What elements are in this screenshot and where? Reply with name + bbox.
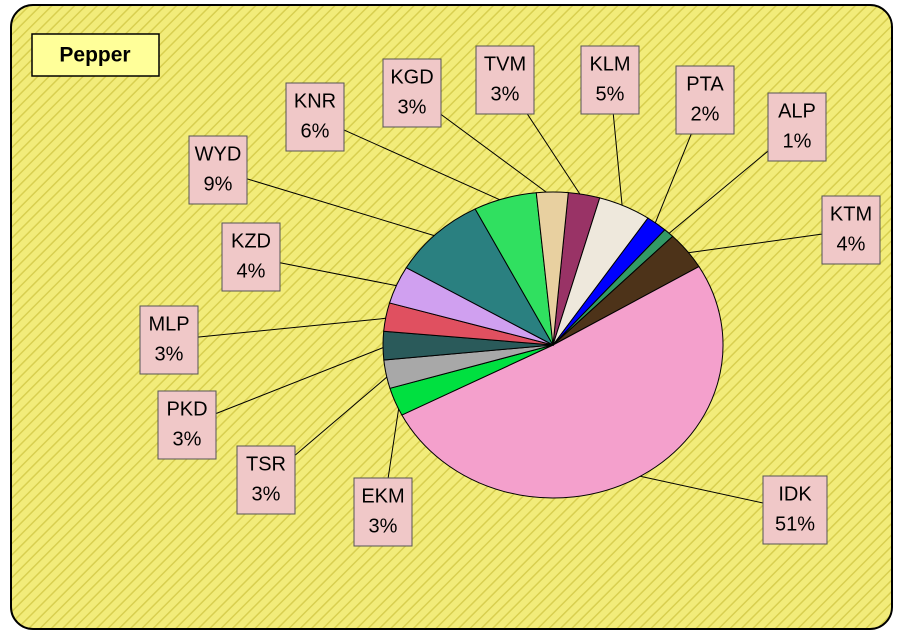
slice-label: WYD — [195, 143, 242, 165]
slice-value-label: 4% — [837, 233, 866, 255]
label-box — [221, 222, 281, 292]
label-box — [157, 390, 217, 460]
slice-value-label: 1% — [783, 130, 812, 152]
slice-value-label: 6% — [301, 120, 330, 142]
leader-line — [168, 317, 391, 341]
label-box — [821, 195, 881, 265]
label-box — [675, 65, 735, 135]
slice-label: PKD — [166, 398, 207, 420]
slice-value-label: 3% — [252, 483, 281, 505]
slice-label: EKM — [361, 485, 404, 507]
label-box — [767, 92, 827, 162]
label-box — [285, 82, 345, 152]
label-box — [236, 445, 296, 515]
slice-value-label: 3% — [491, 83, 520, 105]
slice-value-label: 2% — [691, 103, 720, 125]
leader-line — [314, 116, 507, 204]
pie-slice — [401, 265, 724, 499]
slice-value-label: 3% — [173, 428, 202, 450]
label-box — [762, 475, 828, 545]
slice-value-label: 5% — [596, 83, 625, 105]
title-box — [31, 33, 160, 77]
leader-line — [217, 169, 440, 238]
slice-label: KTM — [830, 203, 872, 225]
slice-label: PTA — [686, 73, 724, 95]
pie-slice — [535, 191, 569, 346]
label-box — [353, 477, 413, 547]
slice-label: IDK — [778, 483, 812, 505]
slice-value-label: 3% — [398, 96, 427, 118]
slice-label: MLP — [148, 313, 189, 335]
slice-value-label: 9% — [204, 173, 233, 195]
slice-label: KGD — [390, 66, 433, 88]
slice-value-label: 3% — [155, 343, 184, 365]
slice-label: ALP — [778, 100, 816, 122]
slice-label: TVM — [484, 53, 526, 75]
label-box — [475, 45, 535, 115]
slice-label: KLM — [589, 53, 630, 75]
slice-label: KNR — [294, 90, 336, 112]
label-box — [382, 58, 442, 128]
pie-slice — [405, 208, 555, 347]
slice-label: KZD — [231, 230, 271, 252]
label-box — [139, 305, 199, 375]
slice-value-label: 4% — [237, 260, 266, 282]
slice-label: TSR — [246, 453, 286, 475]
chart-title: Pepper — [59, 44, 130, 67]
slice-value-label: 3% — [369, 515, 398, 537]
label-box — [188, 135, 248, 205]
leader-line — [186, 345, 389, 426]
slice-value-label: 51% — [775, 513, 815, 535]
label-box — [580, 45, 640, 115]
